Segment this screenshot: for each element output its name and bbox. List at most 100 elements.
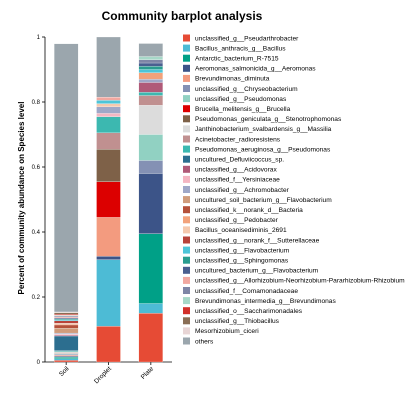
bar-segment xyxy=(138,105,163,135)
bar-segment xyxy=(54,312,79,315)
bar-segment xyxy=(54,319,79,321)
legend-label: Pseudomonas_aeruginosa_g__Pseudomonas xyxy=(195,146,331,153)
legend-label: unclassified_g__norank_f__Sutterellaceae xyxy=(195,237,320,244)
bars xyxy=(54,36,163,363)
legend-swatch xyxy=(183,186,190,193)
bar-segment xyxy=(96,217,121,257)
legend-swatch xyxy=(183,287,190,294)
bar-segment xyxy=(138,92,163,96)
legend-label: unclassified_g__Sphingomonas xyxy=(195,258,289,265)
bar-segment xyxy=(96,113,121,117)
bar-segment xyxy=(138,79,163,83)
x-tick-label: Droplet xyxy=(93,365,113,385)
legend-swatch xyxy=(183,105,190,113)
bar-segment xyxy=(54,332,79,335)
y-tick-label: 1 xyxy=(37,35,41,41)
legend-swatch xyxy=(183,34,190,42)
bar-segment xyxy=(54,315,79,317)
y-tick-label: 0.6 xyxy=(32,165,41,171)
bar-segment xyxy=(54,360,79,363)
bar-segment xyxy=(96,132,121,150)
legend-label: unclassified_g__Pedobacter xyxy=(195,217,279,224)
legend-swatch xyxy=(183,145,190,153)
bar-segment xyxy=(138,303,163,314)
bar-segment xyxy=(54,43,79,313)
bar-segment xyxy=(138,69,163,73)
legend-label: unclassified_f__Comamonadaceae xyxy=(195,288,298,295)
bar-segment xyxy=(138,95,163,106)
legend-swatch xyxy=(183,95,190,103)
bar-segment xyxy=(96,149,121,182)
legend-label: Acinetobacter_radioresistens xyxy=(195,136,281,143)
x-tick-label: Plate xyxy=(140,365,156,381)
bar-segment xyxy=(54,356,79,358)
legend-label: uncultured_bacterium_g__Flavobacterium xyxy=(195,268,319,275)
legend-label: Aeromonas_salmonicida_g__Aeromonas xyxy=(195,66,316,73)
bar-segment xyxy=(138,66,163,70)
y-axis-label: Percent of community abundance on Specie… xyxy=(17,102,26,295)
legend-label: unclassified_o__Saccharimonadales xyxy=(195,308,303,315)
chart-title: Community barplot analysis xyxy=(102,9,263,23)
bar-segment xyxy=(54,316,79,318)
bar-segment xyxy=(138,56,163,60)
bar-segment xyxy=(54,320,79,324)
legend-swatch xyxy=(183,307,190,315)
bar-segment xyxy=(54,318,79,320)
legend-swatch xyxy=(183,44,190,52)
bar-segment xyxy=(54,328,79,334)
bar-segment xyxy=(138,43,163,57)
legend-label: unclassified_g__Acidovorax xyxy=(195,167,277,174)
bar-segment xyxy=(54,314,79,316)
legend-label: Janthinobacterium_svalbardensis_g__Massi… xyxy=(195,126,332,133)
legend-label: Pseudomonas_geniculata_g__Stenotrophomon… xyxy=(195,116,342,123)
legend-label: unclassified_g__Allorhizobium-Neorhizobi… xyxy=(195,278,405,285)
legend-swatch xyxy=(183,256,190,264)
bar-segment xyxy=(96,116,121,133)
legend-swatch xyxy=(183,226,190,234)
bar-segment xyxy=(138,82,163,93)
legend-swatch xyxy=(183,74,190,82)
bar-segment xyxy=(138,233,163,304)
legend-swatch xyxy=(183,297,190,305)
legend-swatch xyxy=(183,85,190,92)
bar-segment xyxy=(54,334,79,337)
legend-label: uncultured_soil_bacterium_g__Flavobacter… xyxy=(195,197,332,204)
legend-swatch xyxy=(183,64,190,72)
bar-segment xyxy=(96,97,121,101)
legend-label: Brevundimonas_intermedia_g__Brevundimona… xyxy=(195,298,336,305)
legend-swatch xyxy=(183,266,190,274)
legend-label: unclassified_g__Achromobacter xyxy=(195,187,290,194)
legend-label: Brevundimonas_diminuta xyxy=(195,76,270,83)
bar-segment xyxy=(96,100,121,104)
bar-segment xyxy=(138,62,163,67)
bar-segment xyxy=(138,160,163,174)
legend-label: Bacillus_anthracis_g__Bacillus xyxy=(195,45,286,52)
bar-segment xyxy=(54,324,79,329)
legend-swatch xyxy=(183,216,190,224)
legend-label: uncultured_Defluviicoccus_sp. xyxy=(195,157,284,164)
legend-swatch xyxy=(183,337,190,345)
legend-swatch xyxy=(183,155,190,163)
legend-swatch xyxy=(183,196,190,204)
legend-label: unclassified_g__Thiobacillus xyxy=(195,318,280,325)
legend-swatch xyxy=(183,175,190,183)
legend-swatch xyxy=(183,125,190,133)
bar-segment xyxy=(54,355,79,357)
x-tick-label: Soil xyxy=(58,365,71,378)
bar-segment xyxy=(138,173,163,234)
bar-segment xyxy=(54,357,79,359)
legend-label: Bacillus_oceanisediminis_2691 xyxy=(195,227,287,234)
y-tick-label: 0.2 xyxy=(32,295,41,301)
legend-label: Mesorhizobium_ciceri xyxy=(195,328,259,335)
legend: unclassified_g__Pseudarthrobacter Bacillu… xyxy=(183,34,405,345)
legend-swatch xyxy=(183,54,190,62)
y-tick-label: 0.8 xyxy=(32,100,41,106)
legend-label: unclassified_g__Chryseobacterium xyxy=(195,86,298,93)
legend-label: others xyxy=(195,338,214,345)
bar-segment xyxy=(96,326,121,363)
legend-label: unclassified_k__norank_d__Bacteria xyxy=(195,207,303,214)
y-tick-label: 0.4 xyxy=(32,230,41,236)
bar-segment xyxy=(54,358,79,361)
bar-segment xyxy=(96,181,121,218)
